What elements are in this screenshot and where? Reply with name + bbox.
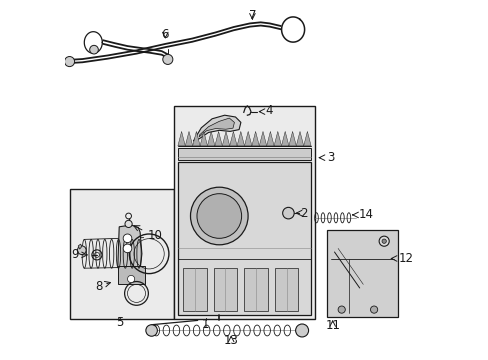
Circle shape	[370, 306, 377, 313]
Circle shape	[282, 207, 294, 219]
Circle shape	[295, 324, 308, 337]
Polygon shape	[288, 131, 296, 146]
Polygon shape	[259, 131, 266, 146]
Text: 1: 1	[202, 318, 209, 330]
Text: 5: 5	[116, 316, 124, 329]
Polygon shape	[237, 131, 244, 146]
Bar	[183, 268, 206, 311]
Circle shape	[77, 246, 86, 255]
Circle shape	[145, 325, 157, 336]
Circle shape	[337, 306, 345, 313]
Polygon shape	[222, 131, 229, 146]
Polygon shape	[251, 131, 259, 146]
Bar	[178, 162, 310, 315]
Polygon shape	[244, 131, 251, 146]
Circle shape	[381, 239, 386, 243]
Polygon shape	[266, 131, 274, 146]
Bar	[275, 268, 298, 311]
Polygon shape	[200, 131, 207, 146]
Circle shape	[127, 275, 134, 283]
Circle shape	[378, 236, 388, 246]
Polygon shape	[303, 131, 310, 146]
Polygon shape	[229, 131, 237, 146]
Text: 14: 14	[358, 208, 373, 221]
Text: 3: 3	[326, 151, 334, 164]
Polygon shape	[178, 131, 185, 146]
Text: 13: 13	[224, 334, 238, 347]
Polygon shape	[296, 131, 303, 146]
Circle shape	[64, 57, 75, 67]
Text: 12: 12	[398, 252, 413, 265]
Circle shape	[125, 213, 131, 219]
Circle shape	[190, 187, 247, 245]
Bar	[70, 189, 174, 319]
Circle shape	[197, 194, 241, 238]
Polygon shape	[274, 131, 281, 146]
Text: 6: 6	[161, 28, 169, 41]
Text: 10: 10	[148, 229, 163, 242]
Text: 7: 7	[248, 9, 256, 22]
Polygon shape	[78, 244, 81, 249]
Polygon shape	[118, 225, 142, 282]
Polygon shape	[192, 131, 200, 146]
Text: 8: 8	[95, 280, 102, 293]
Bar	[118, 266, 144, 284]
Bar	[174, 106, 314, 319]
Circle shape	[123, 244, 132, 253]
Bar	[178, 148, 310, 160]
Circle shape	[125, 220, 132, 228]
Bar	[213, 268, 237, 311]
Bar	[244, 268, 267, 311]
Circle shape	[89, 45, 98, 54]
Circle shape	[123, 234, 132, 243]
Text: 11: 11	[325, 319, 340, 332]
Polygon shape	[207, 131, 214, 146]
Bar	[326, 230, 397, 317]
Polygon shape	[214, 131, 222, 146]
Polygon shape	[193, 115, 241, 141]
Polygon shape	[281, 131, 288, 146]
Polygon shape	[185, 131, 192, 146]
Text: 9: 9	[71, 248, 78, 261]
Text: 2: 2	[300, 207, 307, 220]
Circle shape	[163, 54, 172, 64]
Polygon shape	[199, 118, 234, 137]
Text: 4: 4	[265, 104, 272, 117]
